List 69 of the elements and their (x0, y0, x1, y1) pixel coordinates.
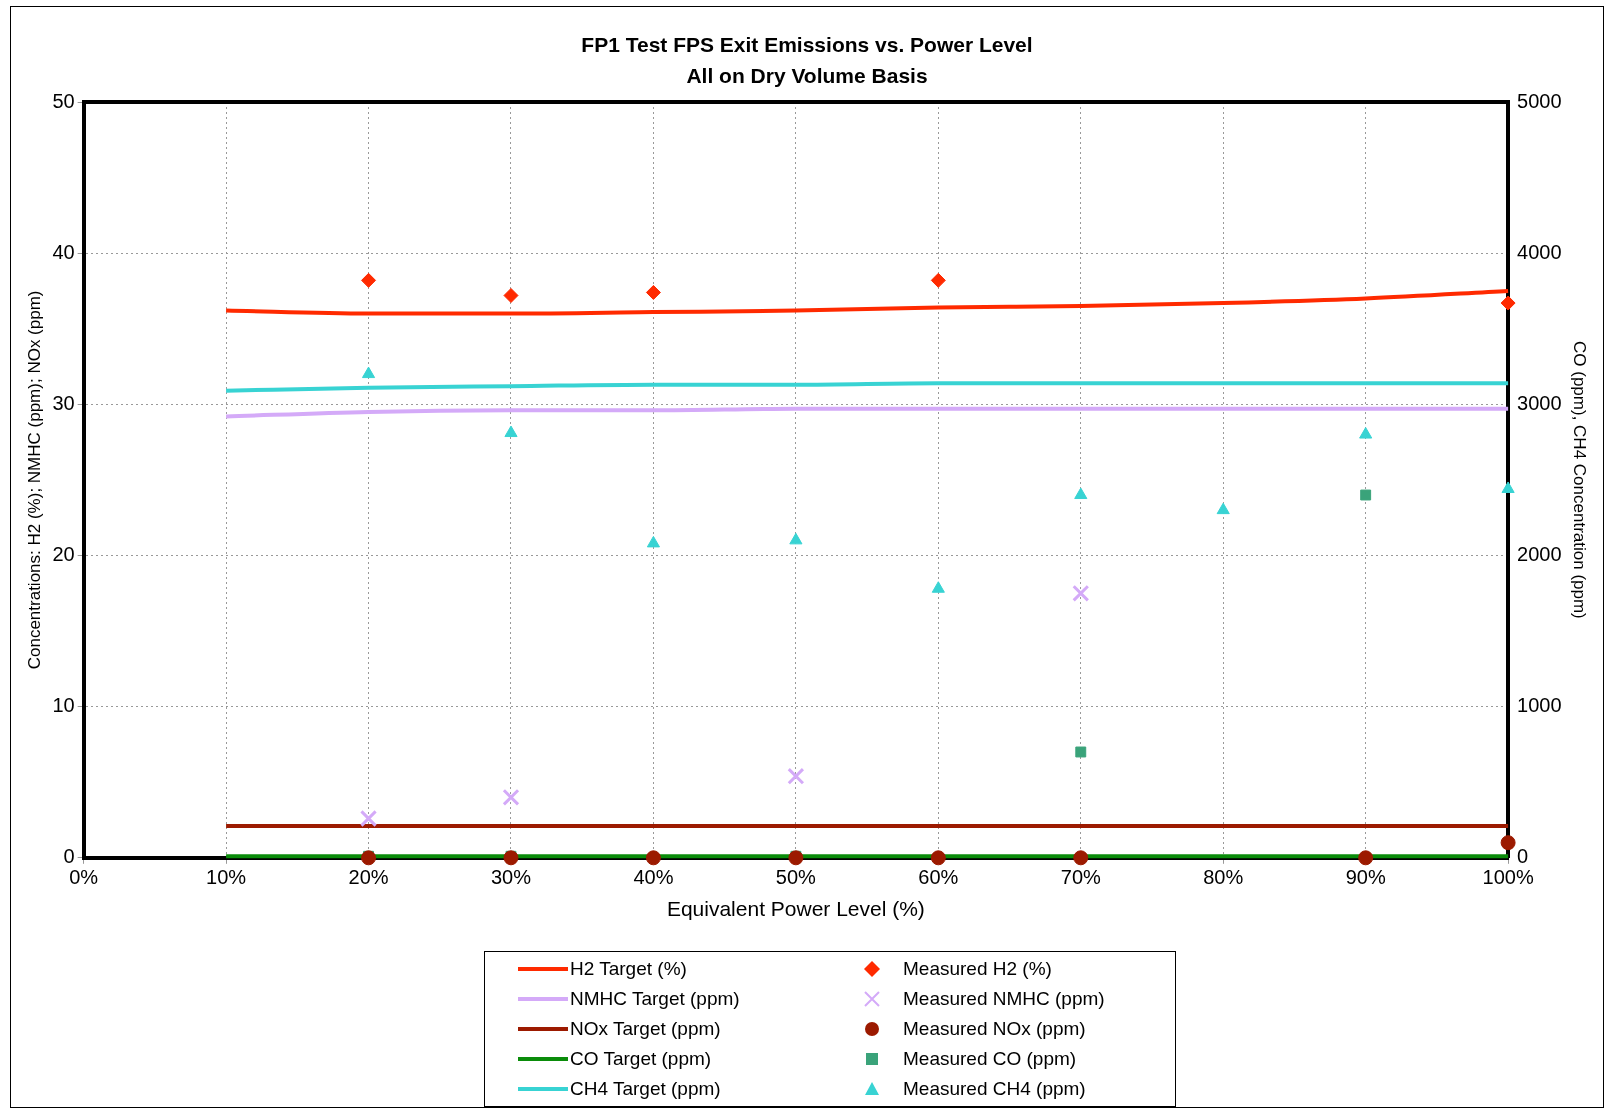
line-series (224, 381, 1511, 393)
x-tick-label: 30% (490, 866, 532, 889)
point (788, 850, 804, 866)
y-tick-label: 40 (52, 240, 75, 263)
x-tick-label: 90% (1345, 866, 1386, 889)
point (1360, 489, 1372, 501)
y-tick-label: 0 (63, 845, 75, 868)
point (503, 287, 519, 303)
x-tick-label: 10% (206, 866, 247, 889)
point (1501, 481, 1515, 493)
x-tick-label: 50% (775, 866, 817, 889)
point (361, 850, 377, 866)
legend-label: NMHC Target (ppm) (570, 988, 740, 1010)
y2-tick-label: 0 (1517, 845, 1529, 868)
x-tick-label: 20% (348, 866, 389, 889)
point (503, 850, 519, 866)
y2-tick-label: 5000 (1517, 89, 1562, 112)
point (789, 532, 803, 545)
y2-tick-label: 3000 (1517, 391, 1562, 414)
point (1500, 835, 1516, 851)
point (1500, 295, 1516, 311)
y2-tick-label: 1000 (1517, 694, 1562, 717)
point (1216, 502, 1230, 515)
point (930, 272, 946, 288)
x-tick-label: 100% (1482, 866, 1534, 889)
point (1072, 584, 1090, 602)
legend-label: Measured CH4 (ppm) (903, 1078, 1086, 1100)
y-tick-label: 20 (52, 543, 75, 565)
x-tick-label: 60% (918, 866, 959, 889)
y-axis-title: Concentrations: H2 (%); NMHC (ppm); NOx (ppm) (24, 290, 44, 670)
point (645, 850, 661, 866)
point (1358, 850, 1374, 866)
point (502, 788, 520, 806)
legend-label: H2 Target (%) (570, 958, 687, 980)
point (1073, 850, 1089, 866)
y2-tick-label: 4000 (1517, 240, 1562, 263)
point (1074, 487, 1088, 500)
y-tick-label: 50 (52, 89, 75, 112)
legend-label: Measured NOx (ppm) (903, 1018, 1086, 1040)
point (504, 425, 518, 438)
point (646, 535, 660, 548)
chart-title: FP1 Test FPS Exit Emissions vs. Power Level (580, 32, 1034, 58)
point (1359, 427, 1373, 439)
legend-label: CO Target (ppm) (570, 1048, 712, 1070)
x-tick-label: 80% (1203, 866, 1244, 889)
legend-label: Measured NMHC (ppm) (903, 988, 1105, 1010)
point (359, 809, 378, 828)
point (930, 850, 946, 866)
point (1075, 746, 1087, 758)
x-axis-title: Equivalent Power Level (%) (666, 897, 925, 921)
line-series (224, 288, 1511, 316)
point (787, 767, 805, 785)
legend-label: CH4 Target (ppm) (570, 1078, 721, 1100)
x-tick-label: 40% (633, 866, 674, 889)
point (931, 581, 945, 593)
chart-subtitle: All on Dry Volume Basis (685, 63, 929, 89)
point (361, 366, 376, 379)
legend-label: Measured CO (ppm) (903, 1048, 1077, 1070)
y-tick-label: 10 (52, 694, 75, 717)
point (645, 284, 661, 300)
legend-label: Measured H2 (%) (903, 958, 1052, 980)
y2-tick-label: 2000 (1517, 543, 1562, 565)
point (361, 272, 377, 288)
line-series (224, 406, 1511, 419)
legend-label: NOx Target (ppm) (570, 1018, 721, 1040)
x-tick-label: 70% (1060, 866, 1101, 889)
x-tick-label: 0% (69, 866, 99, 889)
y-tick-label: 30 (52, 391, 75, 414)
y2-axis-title: CO (ppm), CH4 Concentration (ppm) (1570, 341, 1590, 619)
